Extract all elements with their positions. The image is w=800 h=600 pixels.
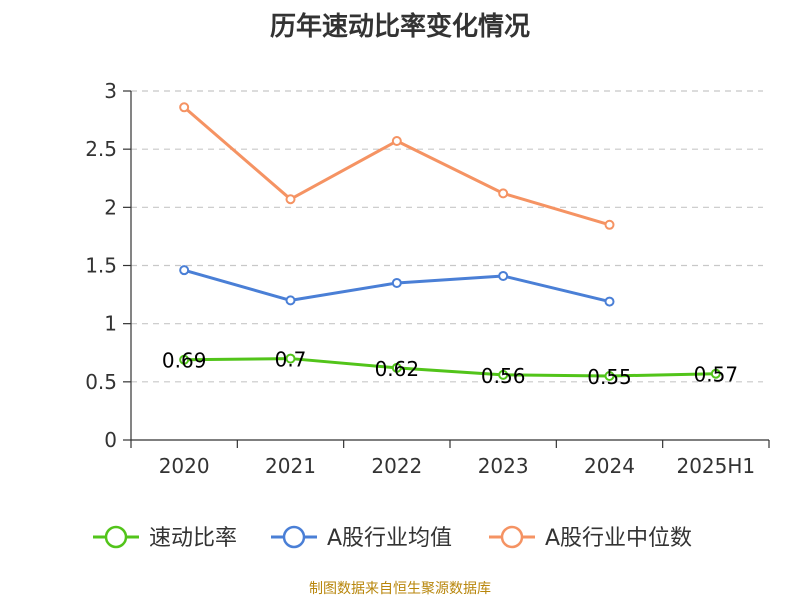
x-tick-label: 2022	[371, 454, 422, 478]
y-tick-label: 0	[104, 428, 117, 452]
data-point	[498, 369, 509, 380]
legend-item[interactable]: A股行业中位数	[489, 525, 692, 551]
data-point	[498, 270, 509, 281]
y-tick-label: 1.5	[85, 254, 117, 278]
data-point	[285, 353, 296, 364]
chart-title: 历年速动比率变化情况	[269, 12, 530, 42]
data-point	[391, 362, 402, 373]
legend-marker	[500, 525, 524, 549]
y-tick-label: 1	[104, 312, 117, 336]
data-label: 0.7	[275, 348, 307, 372]
legend-marker	[282, 525, 306, 549]
axes: 0 0.5 1 1.5 2 2.5 3 2020 2021 2022 2023 2024 2025H1	[85, 79, 770, 478]
x-tick-label: 2024	[584, 454, 635, 478]
y-tick-label: 0.5	[85, 370, 117, 394]
data-point	[179, 102, 190, 113]
series-line	[184, 357, 716, 378]
y-tick-label: 3	[104, 79, 117, 103]
legend-label: A股行业均值	[327, 526, 452, 551]
data-point	[391, 277, 402, 288]
legend-label: A股行业中位数	[545, 526, 692, 551]
legend-label: 速动比率	[149, 526, 237, 551]
y-tick-label: 2	[104, 195, 117, 219]
data-label: 0.69	[162, 349, 207, 373]
x-tick-label: 2025H1	[676, 454, 755, 478]
grid-lines	[131, 90, 763, 383]
legend-marker	[104, 525, 128, 549]
data-point	[498, 188, 509, 199]
data-point	[285, 295, 296, 306]
data-point	[604, 371, 615, 382]
legend-item[interactable]: A股行业均值	[271, 525, 452, 551]
legend: 速动比率 A股行业均值 A股行业中位数	[93, 525, 692, 551]
data-point	[604, 296, 615, 307]
series-lines	[179, 102, 721, 382]
x-tick-label: 2023	[478, 454, 529, 478]
source-note: 制图数据来自恒生聚源数据库	[309, 581, 491, 597]
x-tick-label: 2021	[265, 454, 316, 478]
data-label: 0.55	[587, 365, 632, 389]
data-point	[179, 265, 190, 276]
data-point	[710, 368, 721, 379]
data-point	[604, 219, 615, 230]
legend-item[interactable]: 速动比率	[93, 525, 237, 551]
data-labels: 0.69 0.7 0.62 0.56 0.55 0.57	[162, 348, 738, 389]
y-tick-label: 2.5	[85, 137, 117, 161]
x-tick-label: 2020	[159, 454, 210, 478]
data-point	[179, 354, 190, 365]
data-label: 0.62	[375, 357, 420, 381]
data-label: 0.56	[481, 364, 526, 388]
data-point	[391, 136, 402, 147]
data-label: 0.57	[694, 363, 739, 387]
data-point	[285, 194, 296, 205]
